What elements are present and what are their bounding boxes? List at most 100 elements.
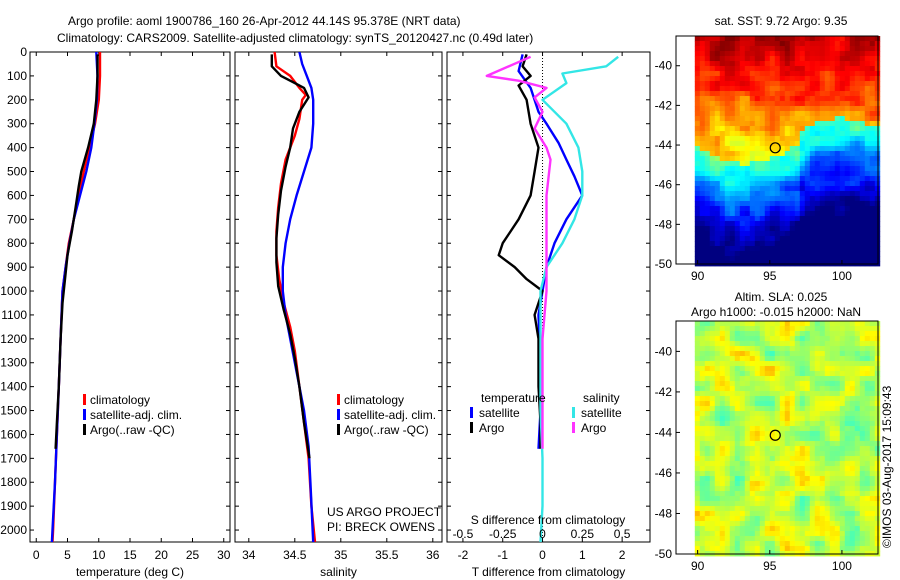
temperature-ytick-label: 1400: [0, 380, 27, 394]
sst-map-heat-cells: [694, 36, 881, 267]
sla-map-xtick-label: 95: [763, 559, 777, 573]
temperature-ytick-label: 1900: [0, 499, 27, 513]
difference-legend-entry: Argo: [581, 421, 607, 435]
temperature-ytick-label: 1200: [0, 332, 27, 346]
salinity-xtick-label: 35: [334, 548, 348, 562]
salinity-legend-swatch: [337, 409, 340, 420]
salinity-legend-swatch: [337, 424, 340, 435]
salinity-axes-frame: [234, 51, 443, 543]
temperature-ytick-label: 300: [7, 117, 27, 131]
temperature-ytick-label: 1100: [1, 308, 27, 322]
difference-xtick-label: 0: [539, 548, 546, 562]
imos-watermark: ©IMOS 03-Aug-2017 15:09:43: [880, 385, 894, 548]
temperature-ytick-label: 700: [7, 212, 27, 226]
sst-map-frame: [675, 35, 879, 265]
difference-series-t-argo: [497, 54, 544, 449]
sla-map-argo-position-marker: [769, 429, 781, 441]
temperature-ytick-label: 1700: [0, 451, 27, 465]
temperature-xtick-label: 30: [217, 548, 231, 562]
sla-map-panel: 90 95 100 -40 -42 -44 -46 -48 -50 Altim. SLA: 0.0…: [655, 290, 881, 573]
salinity-xtick-label: 34.5: [283, 548, 307, 562]
temperature-xlabel: temperature (deg C): [76, 565, 184, 579]
difference-legend-entry: satellite: [581, 406, 622, 420]
sla-map-ytick-label: -40: [655, 344, 673, 358]
salinity-legend-entry: satellite-adj. clim.: [344, 408, 436, 422]
temperature-xtick-label: 10: [92, 548, 106, 562]
sla-map-heat-cells: [694, 321, 881, 557]
difference-s-tick-label: -0.5: [453, 527, 474, 541]
temperature-ytick-label: 600: [7, 188, 27, 202]
sst-map-xtick-label: 95: [763, 269, 777, 283]
temperature-xtick-label: 20: [155, 548, 169, 562]
sla-map-title: Altim. SLA: 0.025: [735, 290, 828, 304]
pi-label: PI: BRECK OWENS: [327, 520, 435, 534]
temperature-ytick-label: 1300: [0, 356, 27, 370]
temperature-ytick-label: 1600: [0, 427, 27, 441]
difference-xtick-label: -1: [497, 548, 508, 562]
sst-map-xtick-label: 90: [691, 269, 705, 283]
temperature-ytick-label: 200: [7, 93, 27, 107]
sla-map-title-line2: Argo h1000: -0.015 h2000: NaN: [691, 305, 861, 319]
difference-xlabel: T difference from climatology: [472, 565, 626, 579]
sst-map-ytick-label: -48: [655, 217, 673, 231]
temperature-ytick-label: 1800: [0, 475, 27, 489]
temperature-legend-swatch: [83, 424, 86, 435]
temperature-ytick-label: 1000: [0, 284, 27, 298]
sla-map-xtick-label: 100: [832, 559, 852, 573]
figure-subtitle: Climatology: CARS2009. Satellite-adjuste…: [57, 31, 533, 45]
sst-map-panel: 90 95 100 -40 -42 -44 -46 -48 -50 sat. SST: 9.72 …: [655, 14, 881, 283]
salinity-legend-entry: Argo(..raw -QC): [344, 423, 429, 437]
temperature-xtick-label: 15: [123, 548, 137, 562]
difference-s-axis-label: S difference from climatology: [471, 513, 626, 527]
sst-map-ytick-label: -44: [655, 138, 673, 152]
difference-legend-swatch: [470, 422, 473, 433]
temperature-profile-panel: 0 5 10 15 20 25 300100200300400500600700800900…: [0, 45, 230, 579]
sla-map-ytick-label: -44: [655, 425, 673, 439]
sla-map-ytick-label: -46: [655, 466, 673, 480]
temperature-ytick-label: 0: [20, 45, 27, 59]
difference-xtick-label: 1: [579, 548, 586, 562]
difference-legend-temperature-heading: temperature: [481, 391, 546, 405]
sla-map-ytick-label: -42: [655, 385, 673, 399]
salinity-xtick-label: 36: [426, 548, 440, 562]
temperature-ytick-label: 1500: [0, 404, 27, 418]
sst-map-xtick-label: 100: [832, 269, 852, 283]
salinity-legend-entry: climatology: [344, 393, 404, 407]
temperature-legend-swatch: [83, 409, 86, 420]
difference-legend-swatch: [572, 422, 575, 433]
figure-title: Argo profile: aoml 1900786_160 26-Apr-20…: [68, 14, 460, 28]
temperature-ytick-label: 400: [7, 141, 27, 155]
temperature-ytick-label: 500: [7, 165, 27, 179]
sla-map-frame: [675, 320, 879, 555]
sla-map-xtick-label: 90: [691, 559, 705, 573]
temperature-ytick-label: 900: [7, 260, 27, 274]
temperature-series-argo-raw-qc-: [54, 54, 99, 449]
salinity-xlabel: salinity: [320, 565, 357, 579]
difference-legend-entry: satellite: [479, 406, 520, 420]
sst-map-argo-position-marker: [769, 142, 781, 154]
temperature-ytick-label: 800: [7, 236, 27, 250]
difference-s-tick-label: -0.25: [489, 527, 517, 541]
temperature-axes-frame: [29, 51, 231, 543]
project-label: US ARGO PROJECT: [327, 505, 442, 519]
sla-map-ytick-label: -48: [655, 506, 673, 520]
salinity-series-argo-raw-qc-: [270, 54, 311, 459]
salinity-profile-panel: 34 34.5 35 35.5 36 salinity climatologysatelli…: [234, 51, 443, 579]
temperature-legend-entry: climatology: [90, 393, 150, 407]
sst-map-title: sat. SST: 9.72 Argo: 9.35: [715, 14, 848, 28]
difference-legend-swatch: [470, 407, 473, 418]
salinity-legend-swatch: [337, 394, 340, 405]
difference-xtick-label: 2: [619, 548, 626, 562]
difference-legend-salinity-heading: salinity: [583, 391, 620, 405]
difference-xtick-label: -2: [458, 548, 469, 562]
difference-s-tick-label: 0.5: [614, 527, 631, 541]
difference-s-tick-label: 0: [539, 527, 546, 541]
salinity-xtick-label: 35.5: [375, 548, 399, 562]
temperature-xtick-label: 0: [33, 548, 40, 562]
difference-legend-entry: Argo: [479, 421, 505, 435]
difference-series-s-satellite: [539, 55, 619, 542]
difference-axes-frame: [446, 51, 651, 543]
temperature-legend-entry: Argo(..raw -QC): [90, 423, 175, 437]
temperature-xtick-label: 25: [186, 548, 200, 562]
sst-map-ytick-label: -50: [655, 257, 673, 271]
